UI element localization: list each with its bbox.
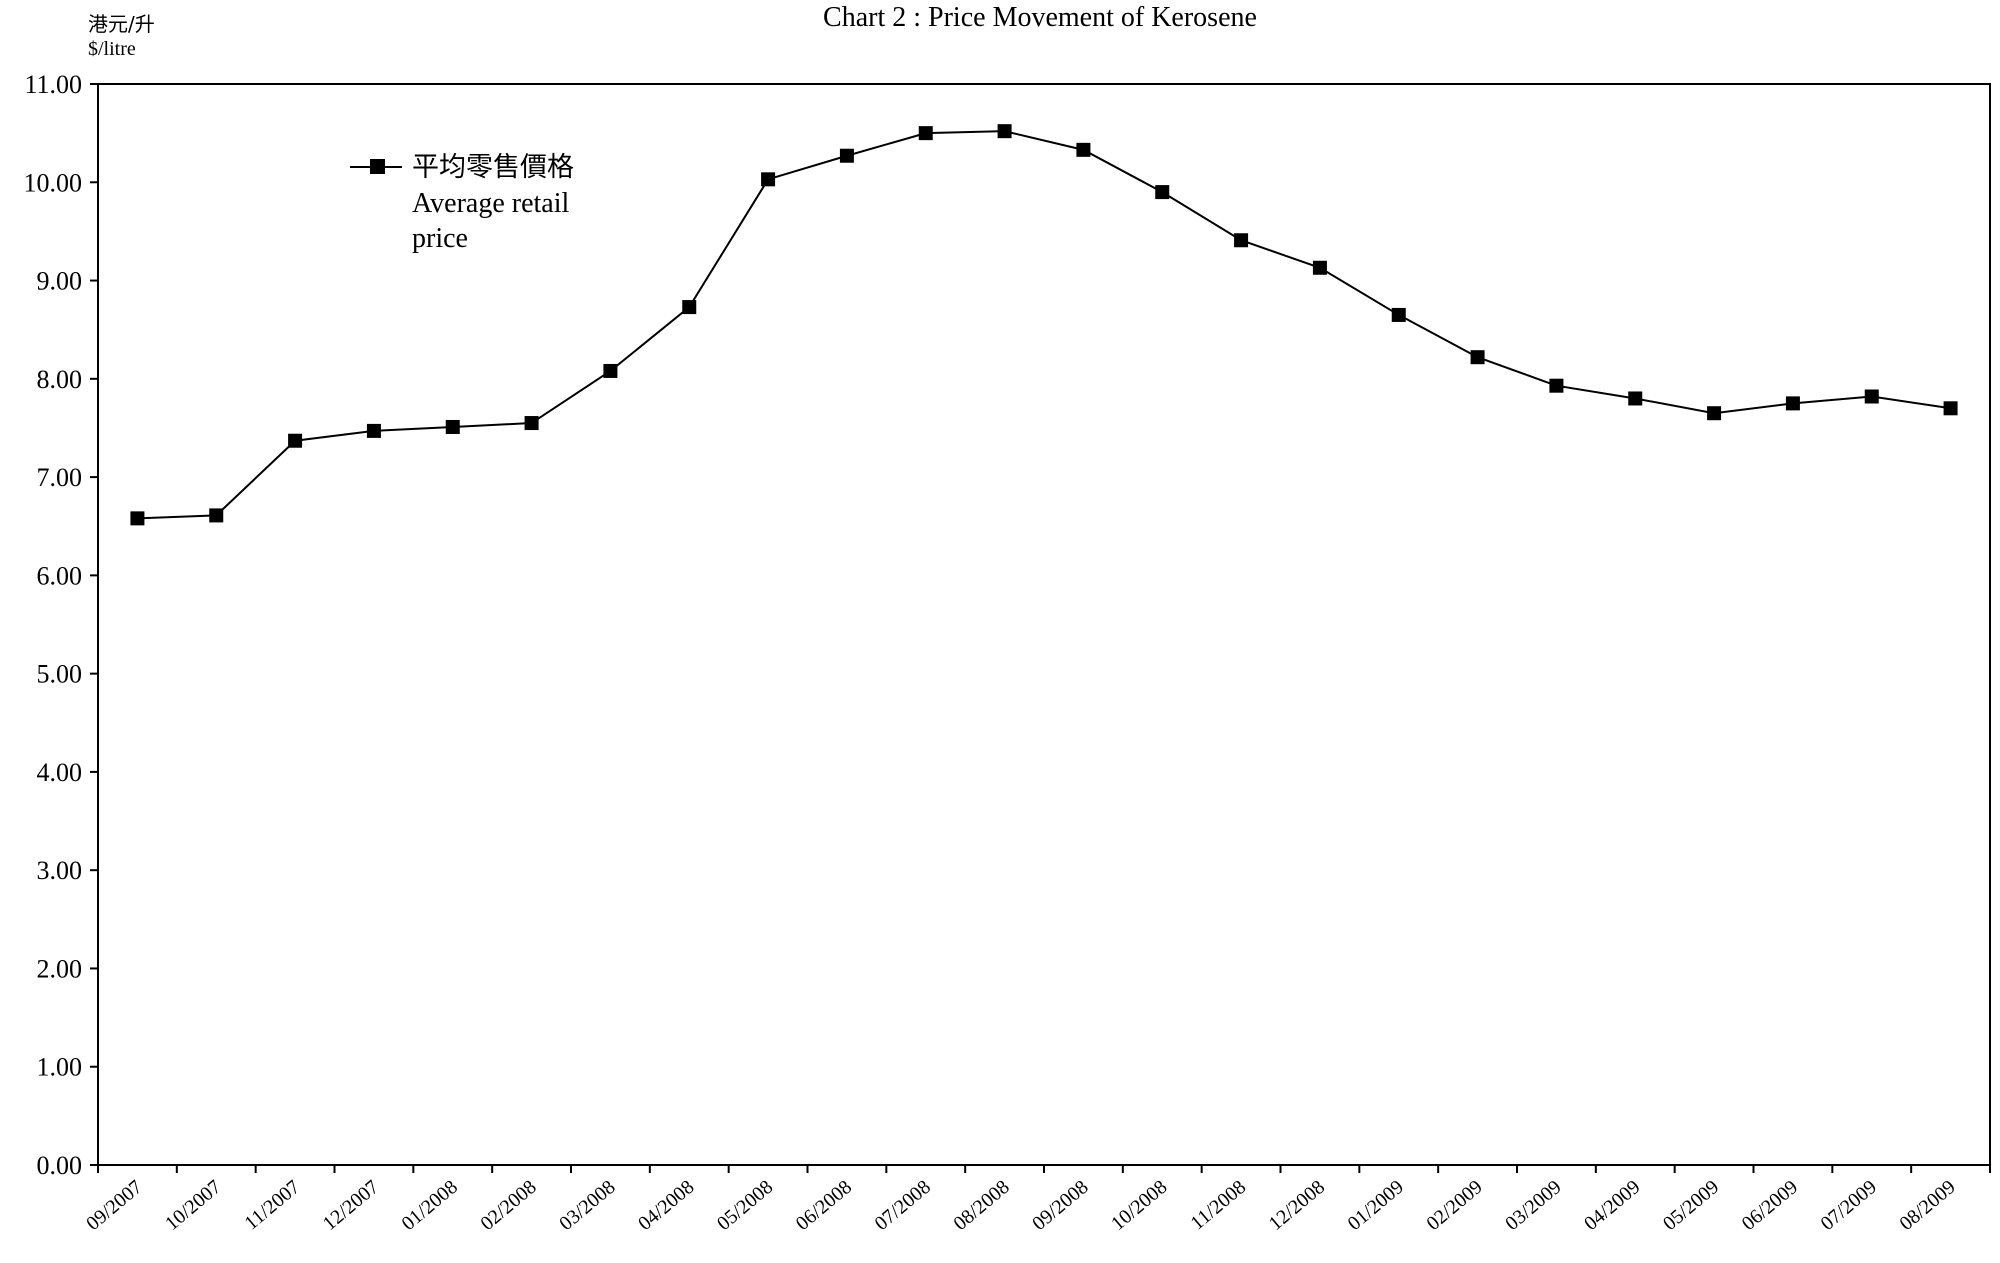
y-axis-unit-chinese: 港元/升 xyxy=(88,12,155,36)
y-tick-label: 4.00 xyxy=(37,758,83,787)
data-point-marker xyxy=(1391,307,1406,322)
y-tick-label: 3.00 xyxy=(37,856,83,885)
data-point-marker xyxy=(1312,260,1327,275)
x-tick-label: 03/2008 xyxy=(555,1176,619,1235)
data-point-marker xyxy=(918,126,933,141)
x-tick-label: 02/2008 xyxy=(476,1176,540,1235)
legend-square-marker xyxy=(370,159,385,174)
data-point-marker xyxy=(1785,396,1800,411)
data-point-marker xyxy=(1943,401,1958,416)
x-tick-label: 07/2009 xyxy=(1817,1176,1881,1235)
data-point-marker xyxy=(1864,389,1879,404)
y-tick-label: 1.00 xyxy=(37,1053,83,1082)
series-line xyxy=(137,130,1951,520)
x-tick-label: 03/2009 xyxy=(1501,1176,1565,1235)
y-tick-label: 7.00 xyxy=(37,463,83,492)
x-tick-label: 07/2008 xyxy=(871,1176,935,1235)
y-axis-unit: $/litre xyxy=(88,38,136,60)
data-point-marker xyxy=(997,124,1012,139)
legend-label: Average retail price xyxy=(412,188,570,254)
x-tick-label: 01/2009 xyxy=(1344,1176,1408,1235)
chart-title: Chart 2 : Price Movement of Kerosene xyxy=(823,2,1257,33)
x-tick-label: 04/2009 xyxy=(1580,1176,1644,1235)
data-point-marker xyxy=(209,508,224,523)
data-point-marker xyxy=(288,433,303,448)
data-point-marker xyxy=(761,172,776,187)
x-tick-label: 11/2008 xyxy=(1186,1176,1250,1235)
y-tick-label: 8.00 xyxy=(37,365,83,394)
x-tick-label: 11/2007 xyxy=(240,1176,304,1235)
x-tick-label: 04/2008 xyxy=(634,1176,698,1235)
data-point-marker xyxy=(366,423,381,438)
y-tick-label: 9.00 xyxy=(37,267,83,296)
x-tick-label: 12/2008 xyxy=(1265,1176,1329,1235)
x-tick-label: 08/2009 xyxy=(1895,1176,1959,1235)
y-tick-label: 2.00 xyxy=(37,954,83,983)
x-tick-label: 06/2008 xyxy=(792,1176,856,1235)
legend-label-chinese: 平均零售價格 xyxy=(412,152,574,183)
data-point-marker xyxy=(1628,391,1643,406)
data-point-marker xyxy=(839,148,854,163)
x-tick-label: 05/2008 xyxy=(713,1176,777,1235)
x-tick-label: 06/2009 xyxy=(1738,1176,1802,1235)
y-tick-label: 0.00 xyxy=(37,1151,83,1180)
x-tick-label: 05/2009 xyxy=(1659,1176,1723,1235)
x-tick-label: 09/2008 xyxy=(1028,1176,1092,1235)
y-tick-label: 11.00 xyxy=(24,70,82,99)
x-tick-label: 10/2008 xyxy=(1107,1176,1171,1235)
y-tick-label: 6.00 xyxy=(37,561,83,590)
data-point-marker xyxy=(603,363,618,378)
x-tick-label: 10/2007 xyxy=(161,1176,225,1235)
y-tick-label: 10.00 xyxy=(24,168,83,197)
x-tick-label: 09/2007 xyxy=(82,1176,146,1235)
data-point-marker xyxy=(1470,350,1485,365)
data-point-marker xyxy=(1549,378,1564,393)
data-point-marker xyxy=(1155,185,1170,200)
y-tick-label: 5.00 xyxy=(37,660,83,689)
data-point-marker xyxy=(1707,406,1722,421)
x-tick-label: 02/2009 xyxy=(1422,1176,1486,1235)
data-point-marker xyxy=(524,416,539,431)
data-point-marker xyxy=(1076,142,1091,157)
data-point-marker xyxy=(1234,233,1249,248)
data-point-marker xyxy=(682,300,697,315)
data-point-marker xyxy=(445,419,460,434)
data-point-marker xyxy=(130,511,145,526)
plot-area-frame xyxy=(97,83,1991,1166)
x-tick-label: 12/2007 xyxy=(319,1176,383,1235)
x-tick-label: 01/2008 xyxy=(398,1176,462,1235)
x-tick-label: 08/2008 xyxy=(949,1176,1013,1235)
